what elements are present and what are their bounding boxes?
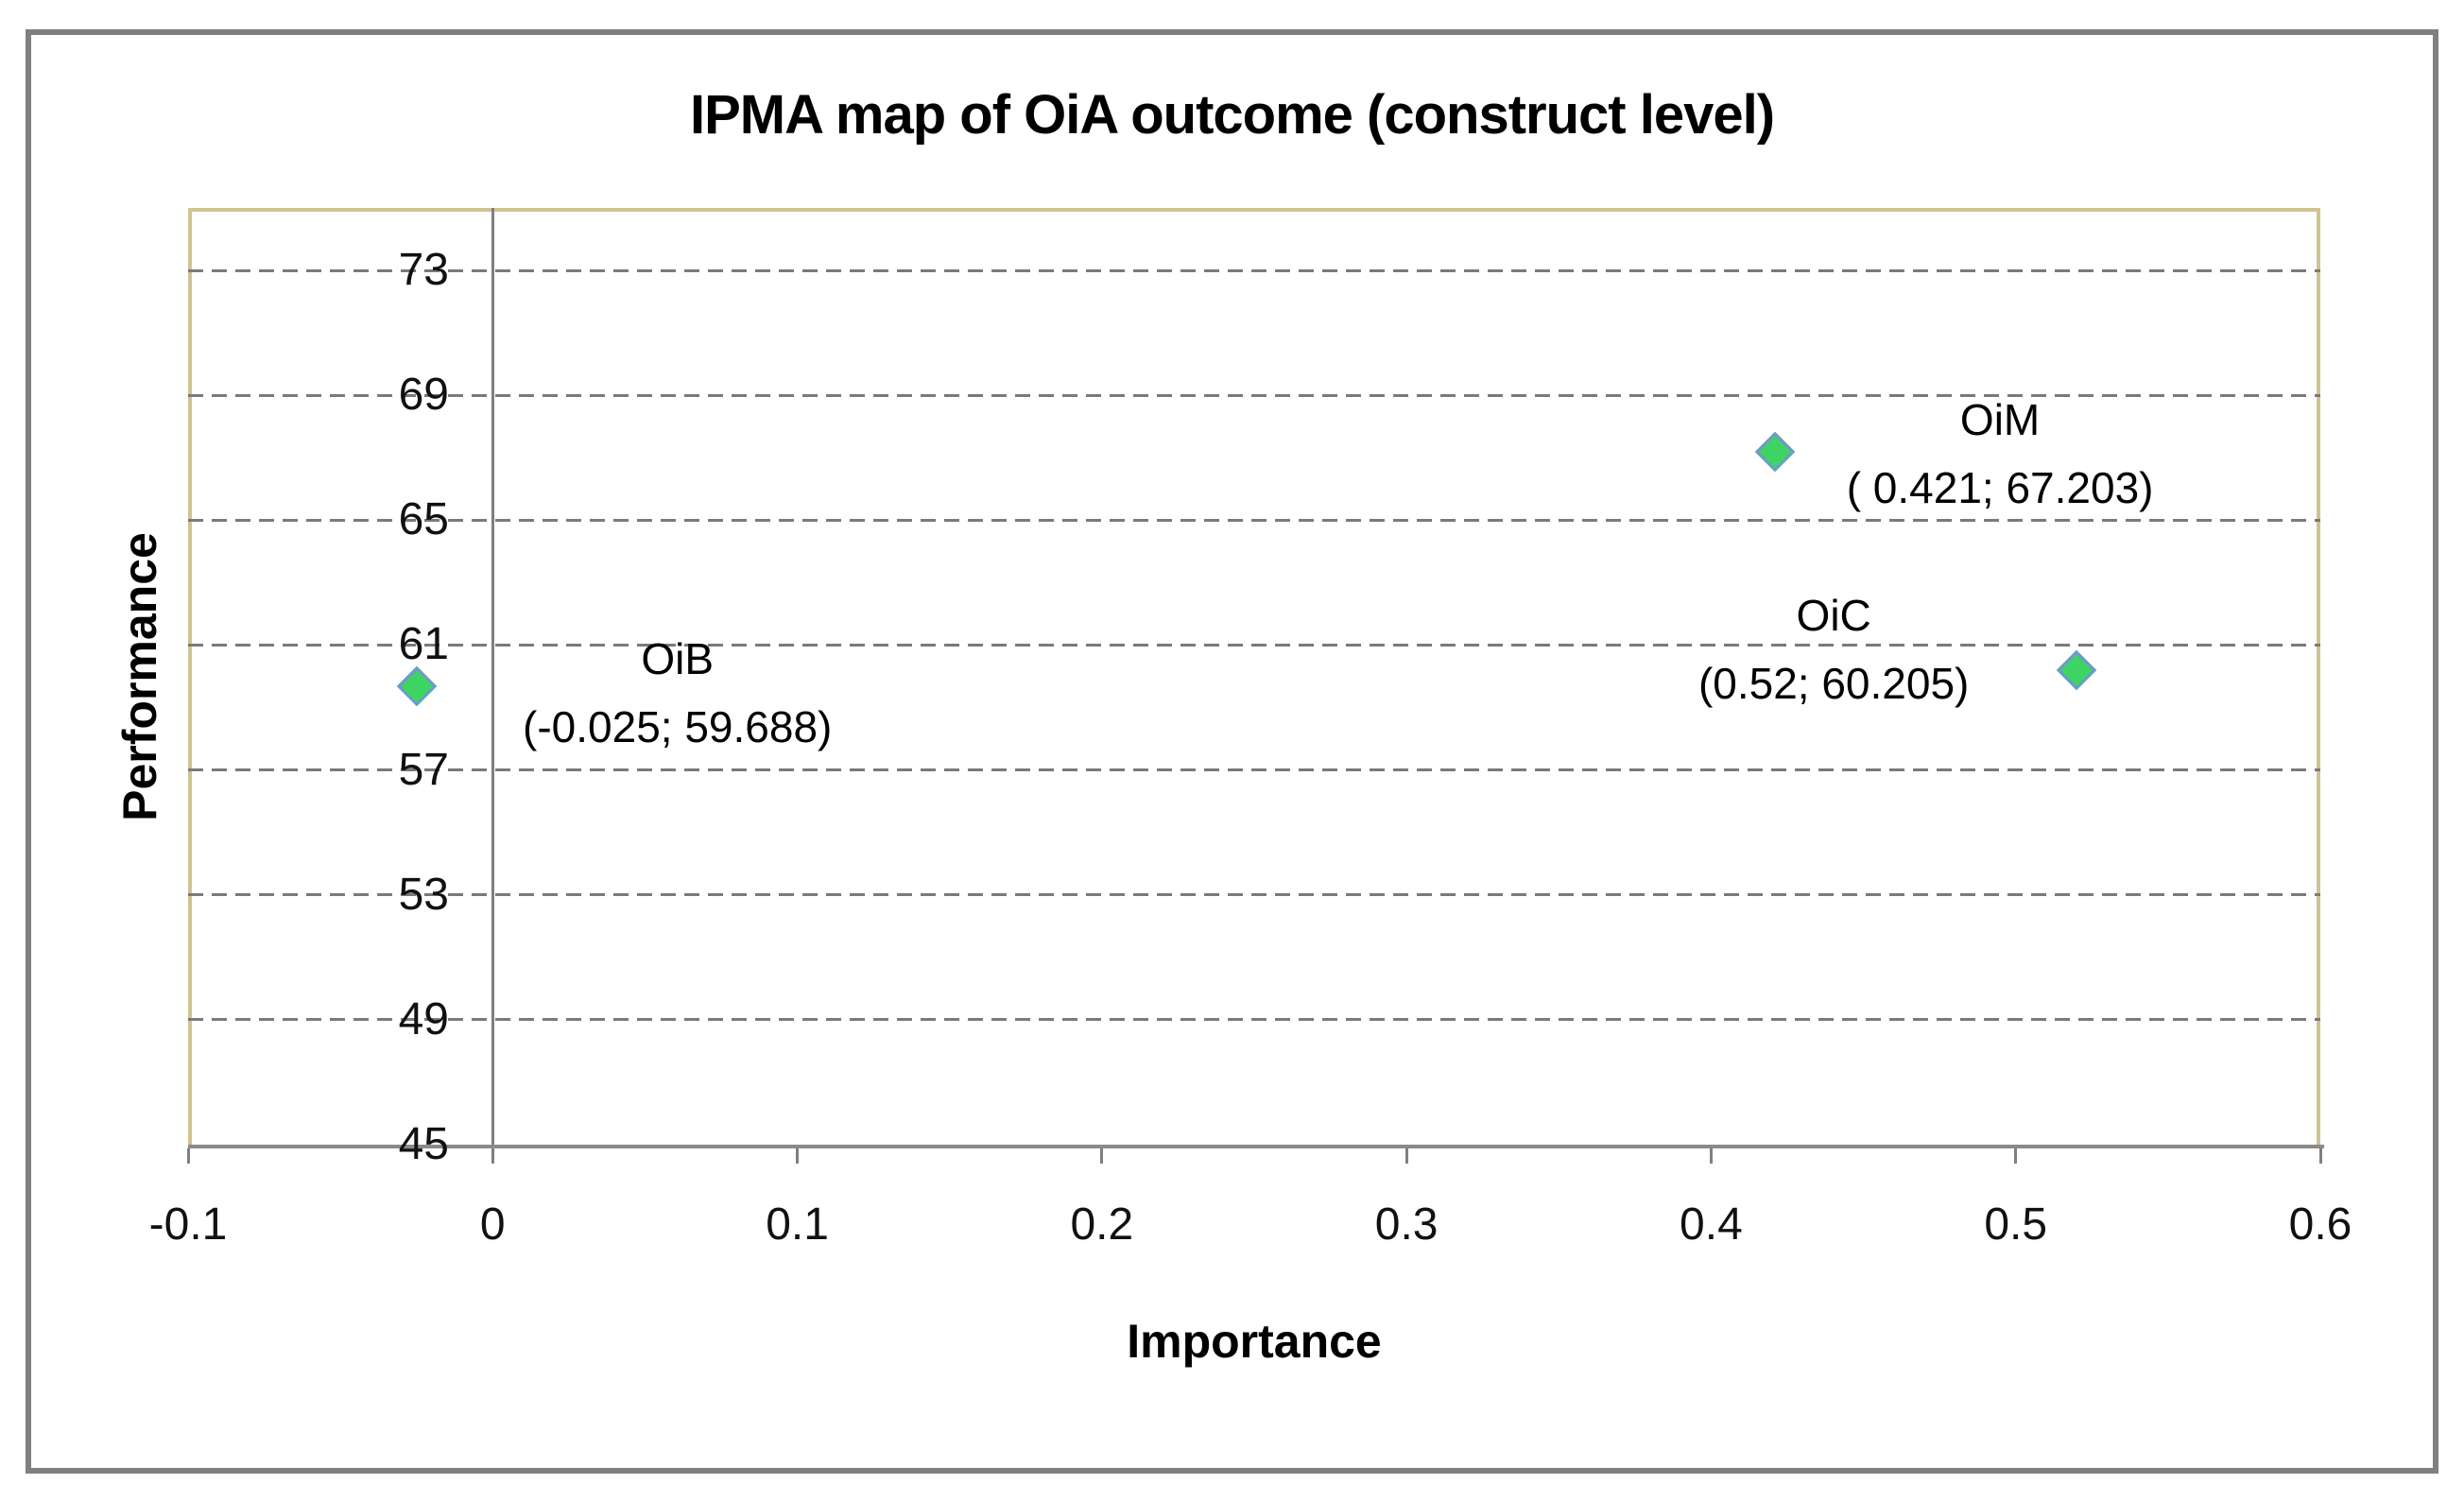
point-name-text: OiB [641,633,715,683]
data-point-label-oib: OiB (-0.025; 59.688) [523,625,832,761]
y-axis-title: Performance [113,532,166,821]
y-gridline-69 [188,393,2320,397]
y-gridline-49 [188,1018,2320,1022]
y-gridline-53 [188,893,2320,897]
x-axis-title: Importance [1127,1315,1382,1368]
x-tick-label: 0.2 [1070,1199,1134,1250]
x-tick-label: 0 [479,1199,506,1250]
y-tick-label: 53 [398,869,449,920]
x-axis-tick [1404,1148,1408,1164]
x-tick-label: 0.6 [2288,1199,2352,1250]
chart-title: IPMA map of OiA outcome (construct level… [689,84,1775,146]
y-tick-label: 65 [398,494,449,545]
x-axis-tick [796,1148,800,1164]
y-gridline-65 [188,518,2320,522]
x-axis-tick [1709,1148,1713,1164]
y-tick-label: 73 [398,245,449,296]
y-gridline-73 [188,268,2320,272]
x-tick-label: 0.1 [766,1199,829,1250]
plot-area [188,208,2320,1145]
x-tick-label: -0.1 [148,1199,228,1250]
data-point-label-oic: OiC (0.52; 60.205) [1698,581,1969,717]
x-axis-line [188,1145,2324,1148]
x-tick-label: 0.3 [1374,1199,1439,1250]
point-name-text: OiC [1796,590,1871,640]
point-name-text: OiM [1959,394,2041,444]
x-axis-tick [186,1148,190,1164]
y-tick-label: 57 [398,744,449,795]
point-coordinates-text: ( 0.421; 67.203) [1846,462,2154,512]
x-tick-label: 0.5 [1984,1199,2048,1250]
y-tick-label: 69 [398,370,449,421]
y-tick-label: 49 [398,993,449,1044]
x-axis-tick [2318,1148,2322,1164]
zero-reference-line [491,208,494,1161]
y-tick-label: 45 [398,1119,449,1169]
y-gridline-57 [188,768,2320,772]
y-gridline-61 [188,643,2320,647]
x-tick-label: 0.4 [1680,1199,1743,1250]
point-coordinates-text: (0.52; 60.205) [1697,658,1970,708]
x-axis-tick [1100,1148,1104,1164]
data-point-label-oim: OiM ( 0.421; 67.203) [1847,386,2154,522]
point-coordinates-text: (-0.025; 59.688) [523,701,833,751]
y-tick-label: 61 [398,619,449,670]
x-axis-tick [491,1148,494,1164]
x-axis-tick [2014,1148,2018,1164]
